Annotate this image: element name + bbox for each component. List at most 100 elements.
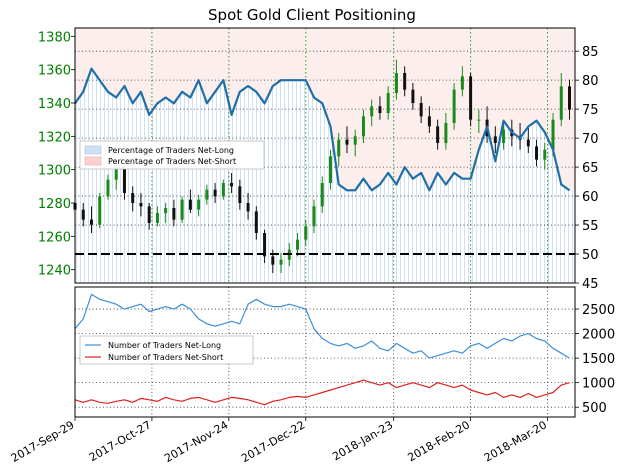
net-long-pct-series [74,67,571,192]
bottom-axes: 500 1000 1500 2000 2500 [74,286,615,418]
top-frame [74,27,576,284]
top-axes: 1240 1260 1280 1300 1320 1340 1360 1380 45 50 55 60… [38,27,599,292]
candle-body-55 [526,139,530,147]
candle-body-12 [172,208,176,220]
candle-body-34 [353,136,357,145]
x-tick-label-6: 2018-Mar-20 [482,418,549,464]
legend-entry-count-long: Number of Traders Net-Long [108,341,221,350]
net-long-pct-line [74,67,571,192]
legend-bottom: Number of Traders Net-Long Number of Tra… [79,335,254,365]
candle-body-14 [188,199,192,210]
left-tick-label-5: 1340 [38,97,71,112]
right-tick-label-8: 85 [582,45,599,60]
candle-body-20 [238,186,242,203]
legend-top: Percentage of Traders Net-Long Percentag… [79,140,265,170]
candle-body-47 [460,76,464,90]
right-tick-label-6: 75 [582,103,599,118]
bottom-right-tick-label-1: 1000 [582,377,615,392]
candle-body-41 [411,89,415,103]
candle-body-29 [312,206,316,227]
right-tick-label-3: 60 [582,190,599,205]
net-long-area [75,68,575,283]
candle-body-58 [551,119,555,150]
candle-body-32 [337,139,341,157]
candle-body-59 [559,86,563,120]
legend-top-box [79,140,265,170]
x-tick-label-3: 2017-Dec-22 [239,418,307,465]
candle-body-28 [304,226,308,240]
candle-body-19 [230,183,234,187]
bottom-right-tick-label-4: 2500 [582,303,615,318]
left-tick-label-1: 1260 [38,230,71,245]
left-tick-label-3: 1300 [38,164,71,179]
right-tick-label-0: 45 [582,277,599,292]
legend-bottom-box [79,335,254,365]
candle-body-8 [139,203,143,207]
candle-body-2 [89,219,93,225]
candle-body-10 [155,213,159,223]
candle-body-42 [419,103,423,117]
candle-body-36 [370,106,374,117]
left-tick-label-0: 1240 [38,264,71,279]
left-tick-label-7: 1380 [38,30,71,45]
right-tick-label-5: 70 [582,132,599,147]
legend-swatch-net-long [84,145,102,155]
x-tick-label-4: 2018-Jan-23 [330,418,395,463]
candle-body-49 [477,119,481,121]
candle-body-7 [131,193,135,203]
candle-body-52 [502,129,506,143]
x-tick-label-2: 2017-Nov-24 [162,418,230,465]
legend-entry-net-long: Percentage of Traders Net-Long [108,146,234,155]
legend-swatch-net-short [84,156,102,166]
candle-body-46 [452,89,456,123]
x-tick-label-1: 2017-Oct-27 [87,418,153,464]
candle-body-5 [114,166,118,180]
right-tick-label-7: 80 [582,74,599,89]
candle-body-45 [444,123,448,143]
candle-body-44 [436,126,440,143]
candle-body-30 [320,183,324,207]
left-tick-label-6: 1360 [38,64,71,79]
trader-count-series [74,293,570,406]
x-tick-labels: 2017-Sep-29 2017-Oct-27 2017-Nov-24 2017-De… [9,417,549,465]
left-tick-label-4: 1320 [38,130,71,145]
candle-body-11 [164,208,168,213]
trader-count-line-1 [74,379,570,406]
bottom-right-tick-label-3: 2000 [582,328,615,343]
candle-body-6 [122,166,126,193]
left-tick-label-2: 1280 [38,197,71,212]
bottom-right-tick-label-0: 500 [582,401,607,416]
candle-body-4 [106,179,110,197]
candle-body-16 [205,189,209,200]
candle-body-25 [279,259,283,265]
top-panel-background [75,28,575,283]
candle-body-3 [98,196,102,225]
candle-body-9 [147,206,151,223]
candle-body-43 [427,116,431,127]
candle-body-21 [246,203,250,212]
trader-count-line-0 [74,293,570,359]
candle-body-24 [271,256,275,265]
candle-body-27 [296,239,300,250]
candle-body-60 [568,86,572,110]
bottom-grid [75,287,575,417]
candle-body-13 [180,199,184,220]
candle-body-38 [386,93,390,113]
candle-body-15 [197,199,201,210]
right-tick-label-1: 50 [582,248,599,263]
x-tick-label-0: 2017-Sep-29 [9,418,77,465]
candle-body-39 [394,73,398,93]
chart-title: Spot Gold Client Positioning [208,6,416,24]
candle-body-23 [263,233,267,257]
candle-body-37 [378,106,382,113]
right-tick-label-4: 65 [582,161,599,176]
candle-body-48 [469,76,473,120]
candles [73,59,572,273]
candle-body-51 [493,136,497,143]
x-tick-label-5: 2018-Feb-20 [405,418,472,464]
bottom-frame [74,286,576,418]
candle-body-56 [535,146,539,160]
legend-entry-count-short: Number of Traders Net-Short [108,353,223,362]
candle-body-40 [403,73,407,90]
